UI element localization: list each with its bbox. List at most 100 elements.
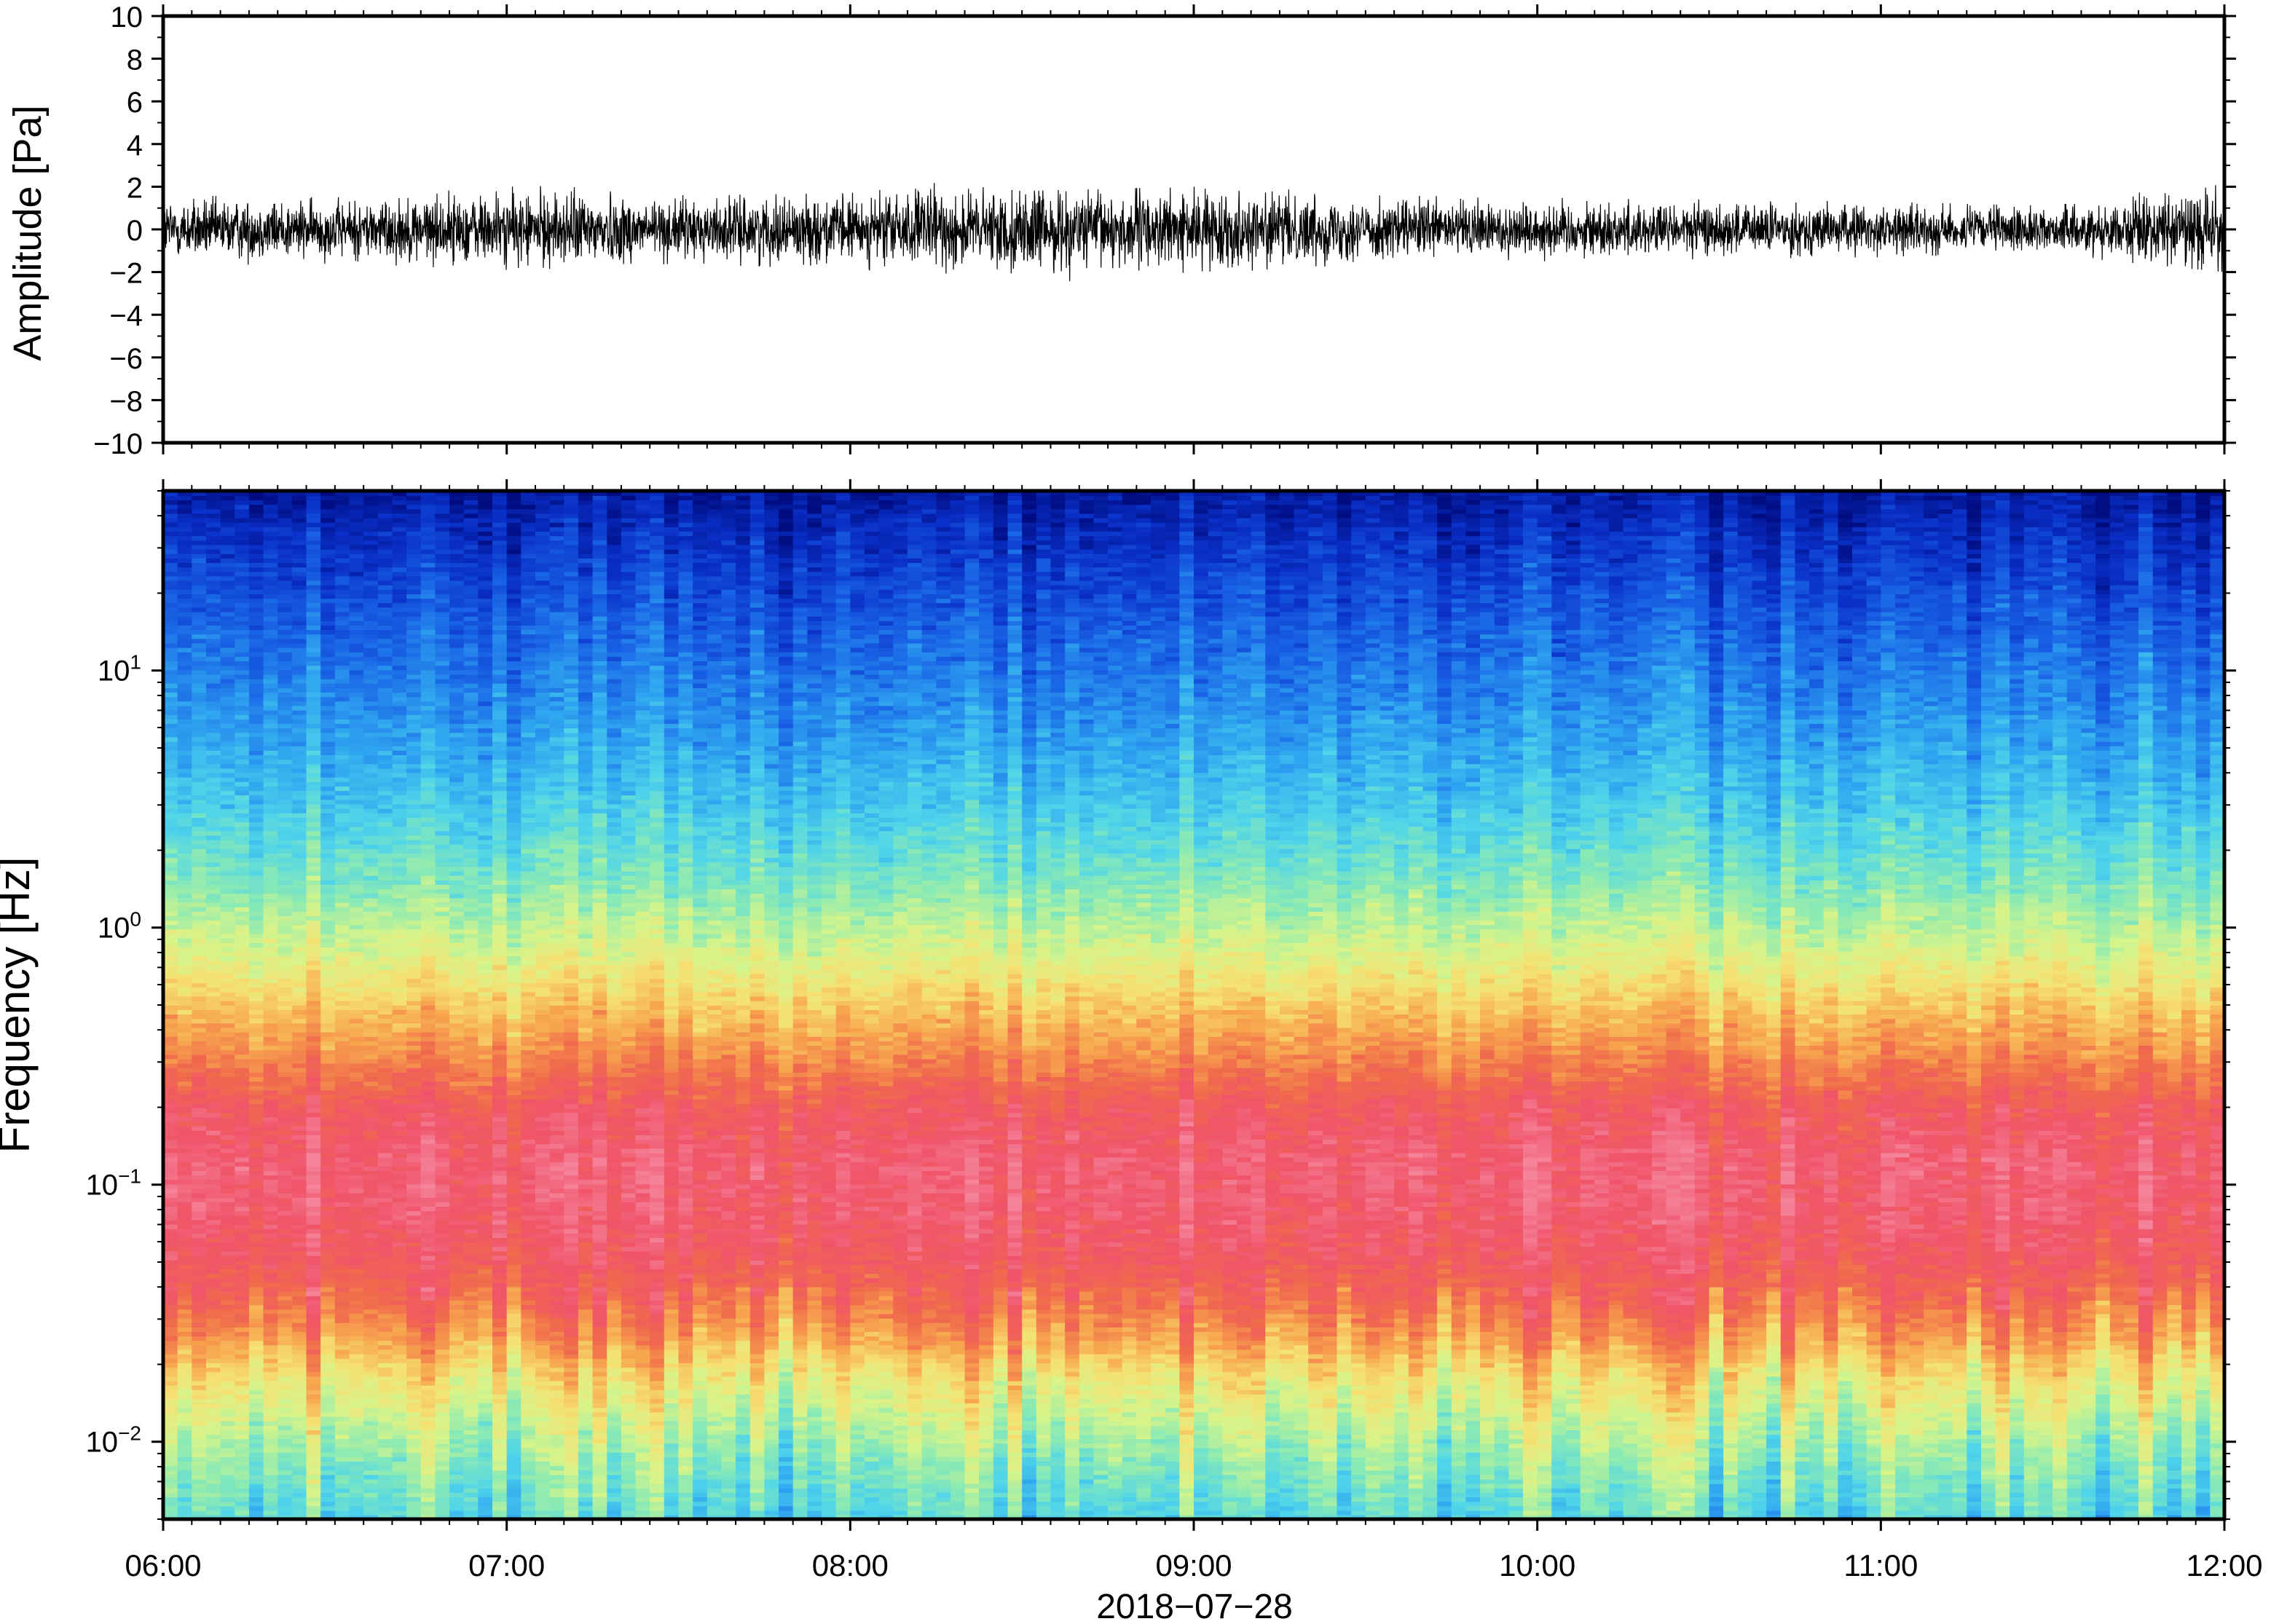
- spectrogram-cell: [192, 991, 207, 997]
- spectrogram-cell: [163, 531, 178, 537]
- spectrogram-cell: [163, 665, 178, 671]
- spectrogram-cell: [320, 835, 336, 840]
- spectrogram-cell: [320, 513, 336, 519]
- spectrogram-cell: [377, 955, 393, 961]
- spectrogram-cell: [263, 745, 279, 751]
- spectrogram-cell: [220, 776, 236, 782]
- spectrogram-cell: [306, 933, 321, 939]
- spectrogram-cell: [449, 942, 465, 947]
- amplitude-tick-label: 4: [127, 130, 143, 162]
- spectrogram-cell: [392, 1465, 407, 1471]
- spectrogram-cell: [349, 835, 364, 840]
- spectrogram-cell: [263, 647, 279, 653]
- spectrogram-cell: [163, 723, 178, 729]
- spectrogram-cell: [349, 1425, 364, 1431]
- spectrogram-cell: [291, 1384, 307, 1390]
- spectrogram-cell: [377, 1384, 393, 1390]
- spectrogram-cell: [363, 719, 379, 725]
- spectrogram-cell: [306, 548, 321, 554]
- spectrogram-cell: [334, 974, 350, 979]
- spectrogram-cell: [278, 1206, 293, 1212]
- spectrogram-cell: [177, 1143, 193, 1149]
- spectrogram-cell: [392, 951, 407, 957]
- spectrogram-cell: [435, 682, 450, 688]
- spectrogram-cell: [363, 1286, 379, 1292]
- spectrogram-cell: [205, 1269, 221, 1274]
- spectrogram-cell: [177, 1501, 193, 1507]
- spectrogram-cell: [177, 1327, 193, 1332]
- spectrogram-cell: [320, 1103, 336, 1108]
- spectrogram-cell: [177, 647, 193, 653]
- spectrogram-cell: [263, 754, 279, 760]
- spectrogram-cell: [205, 745, 221, 751]
- spectrogram-cell: [235, 1166, 250, 1171]
- spectrogram-cell: [420, 1175, 436, 1180]
- spectrogram-cell: [192, 495, 207, 501]
- spectrogram-cell: [349, 1313, 364, 1319]
- spectrogram-cell: [263, 790, 279, 796]
- spectrogram-cell: [420, 535, 436, 541]
- spectrogram-cell: [220, 929, 236, 934]
- spectrogram-cell: [392, 1054, 407, 1060]
- spectrogram-cell: [320, 535, 336, 541]
- spectrogram-cell: [334, 736, 350, 742]
- spectrogram-cell: [320, 723, 336, 729]
- spectrogram-cell: [163, 759, 178, 765]
- spectrogram-cell: [220, 902, 236, 907]
- spectrogram-cell: [205, 924, 221, 930]
- spectrogram-cell: [177, 1063, 193, 1068]
- spectrogram-cell: [406, 1438, 422, 1444]
- spectrogram-cell: [435, 1175, 450, 1180]
- spectrogram-cell: [163, 1398, 178, 1404]
- spectrogram-cell: [320, 1483, 336, 1489]
- spectrogram-cell: [220, 540, 236, 545]
- spectrogram-cell: [291, 665, 307, 671]
- spectrogram-cell: [291, 544, 307, 550]
- spectrogram-cell: [320, 982, 336, 988]
- spectrogram-cell: [248, 1461, 264, 1467]
- spectrogram-cell: [306, 991, 321, 997]
- spectrogram-cell: [392, 513, 407, 519]
- spectrogram-cell: [392, 491, 407, 496]
- spectrogram-cell: [420, 1108, 436, 1113]
- spectrogram-cell: [449, 1349, 465, 1355]
- spectrogram-cell: [291, 786, 307, 792]
- spectrogram-cell: [334, 611, 350, 617]
- spectrogram-cell: [377, 853, 393, 859]
- spectrogram-cell: [306, 580, 321, 586]
- amplitude-tick-label: 6: [127, 87, 143, 119]
- spectrogram-cell: [205, 1175, 221, 1180]
- spectrogram-cell: [192, 647, 207, 653]
- spectrogram-cell: [377, 1457, 393, 1462]
- spectrogram-cell: [205, 1380, 221, 1386]
- spectrogram-cell: [278, 1411, 293, 1417]
- spectrogram-cell: [435, 1488, 450, 1493]
- spectrogram-cell: [392, 728, 407, 733]
- spectrogram-cell: [377, 1067, 393, 1073]
- spectrogram-cell: [377, 924, 393, 930]
- spectrogram-cell: [349, 1183, 364, 1189]
- spectrogram-cell: [248, 781, 264, 787]
- spectrogram-cell: [334, 1255, 350, 1261]
- spectrogram-cell: [392, 1461, 407, 1467]
- spectrogram-cell: [205, 951, 221, 957]
- spectrogram-cell: [278, 544, 293, 550]
- spectrogram-cell: [349, 1269, 364, 1274]
- spectrogram-cell: [205, 911, 221, 917]
- spectrogram-cell: [449, 763, 465, 769]
- spectrogram-cell: [192, 521, 207, 527]
- spectrogram-cell: [278, 504, 293, 510]
- spectrogram-cell: [406, 830, 422, 836]
- spectrogram-cell: [177, 589, 193, 594]
- spectrogram-cell: [205, 960, 221, 966]
- spectrogram-cell: [363, 1269, 379, 1274]
- spectrogram-cell: [306, 929, 321, 934]
- spectrogram-cell: [377, 1049, 393, 1055]
- spectrogram-cell: [392, 723, 407, 729]
- spectrogram-cell: [377, 987, 393, 993]
- spectrogram-cell: [177, 562, 193, 568]
- spectrogram-cell: [263, 884, 279, 890]
- spectrogram-cell: [291, 960, 307, 966]
- spectrogram-cell: [306, 491, 321, 496]
- spectrogram-cell: [205, 1250, 221, 1256]
